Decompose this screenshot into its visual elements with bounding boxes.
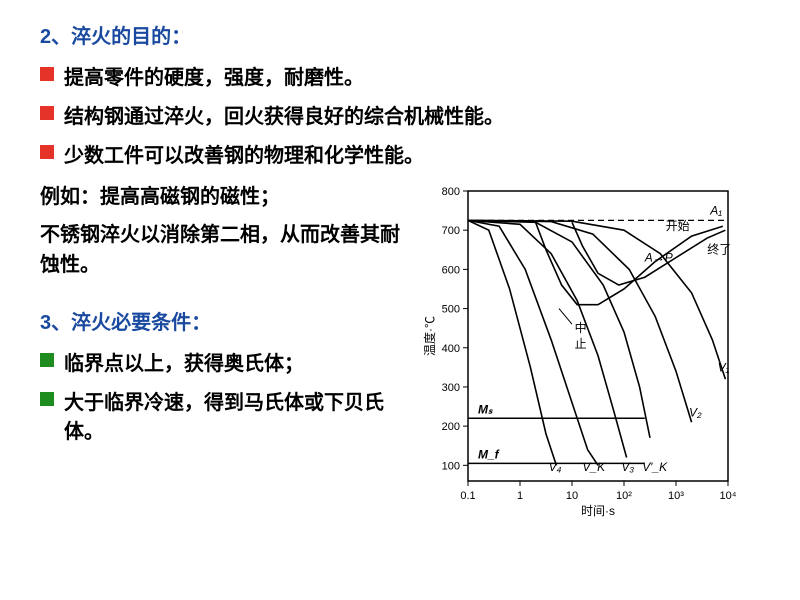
svg-text:10⁴: 10⁴ [720,490,737,502]
s2-bullet-0: 提高零件的硬度，强度，耐磨性。 [40,61,760,90]
square-bullet-icon [40,392,54,406]
section-3-title-text: 3、淬火必要条件： [40,312,211,334]
svg-text:V′_K: V′_K [642,460,668,474]
svg-text:温度·℃: 温度·℃ [422,316,437,356]
svg-text:终了: 终了 [707,242,731,257]
cct-chart: 100 200 300 400 500 600 700 800 0.1 1 10 10² 10³ 10⁴ 温… [420,177,760,527]
s2-bullet-1: 结构钢通过淬火，回火获得良好的综合机械性能。 [40,100,760,129]
svg-text:10²: 10² [616,490,632,502]
s3-bullet-1-text: 大于临界冷速，得到马氏体或下贝氏体。 [64,386,406,444]
square-bullet-icon [40,145,54,159]
svg-text:时间·s: 时间·s [581,504,615,518]
svg-text:V₂: V₂ [689,405,702,419]
s2-bullet-2: 少数工件可以改善钢的物理和化学性能。 [40,139,760,168]
svg-text:400: 400 [442,343,460,355]
svg-text:A₁: A₁ [709,203,722,217]
section-3: 3、淬火必要条件： 临界点以上，获得奥氏体； 大于临界冷速，得到马氏体或下贝氏体… [40,306,406,444]
s3-bullet-0-text: 临界点以上，获得奥氏体； [64,347,304,376]
svg-text:V₄: V₄ [549,460,562,474]
square-bullet-icon [40,353,54,367]
svg-text:0.1: 0.1 [460,490,475,502]
s2-bullet-1-text: 结构钢通过淬火，回火获得良好的综合机械性能。 [64,100,504,129]
square-bullet-icon [40,106,54,120]
cct-chart-svg: 100 200 300 400 500 600 700 800 0.1 1 10 10² 10³ 10⁴ 温… [420,177,760,527]
svg-text:200: 200 [442,421,460,433]
svg-text:V₁: V₁ [718,360,730,374]
svg-text:10: 10 [566,490,578,502]
svg-text:700: 700 [442,225,460,237]
svg-text:10³: 10³ [668,490,684,502]
square-bullet-icon [40,67,54,81]
svg-text:V₃: V₃ [621,460,634,474]
svg-text:300: 300 [442,382,460,394]
svg-text:开始: 开始 [666,219,690,233]
svg-text:止: 止 [575,337,587,351]
section-2-title-text: 2、淬火的目的： [40,26,191,48]
svg-text:600: 600 [442,264,460,276]
example-line-1: 不锈钢淬火以消除第二相，从而改善其耐蚀性。 [40,220,406,280]
s3-bullet-1: 大于临界冷速，得到马氏体或下贝氏体。 [40,386,406,444]
left-column: 例如：提高高磁钢的磁性； 不锈钢淬火以消除第二相，从而改善其耐蚀性。 3、淬火必… [40,182,406,454]
svg-text:M_f: M_f [478,447,500,461]
lower-row: 例如：提高高磁钢的磁性； 不锈钢淬火以消除第二相，从而改善其耐蚀性。 3、淬火必… [40,182,760,527]
section-3-title: 3、淬火必要条件： [40,306,406,335]
s2-bullet-0-text: 提高零件的硬度，强度，耐磨性。 [64,61,364,90]
svg-text:Mₛ: Mₛ [478,402,493,416]
svg-text:A→P: A→P [644,251,673,265]
svg-text:800: 800 [442,186,460,198]
svg-text:500: 500 [442,304,460,316]
s2-bullet-2-text: 少数工件可以改善钢的物理和化学性能。 [64,139,424,168]
svg-text:1: 1 [517,490,523,502]
svg-text:V_K: V_K [582,460,606,474]
example-line-0: 例如：提高高磁钢的磁性； [40,182,406,212]
section-2-title: 2、淬火的目的： [40,20,760,49]
s3-bullet-0: 临界点以上，获得奥氏体； [40,347,406,376]
svg-text:中: 中 [575,320,587,335]
svg-text:100: 100 [442,460,460,472]
